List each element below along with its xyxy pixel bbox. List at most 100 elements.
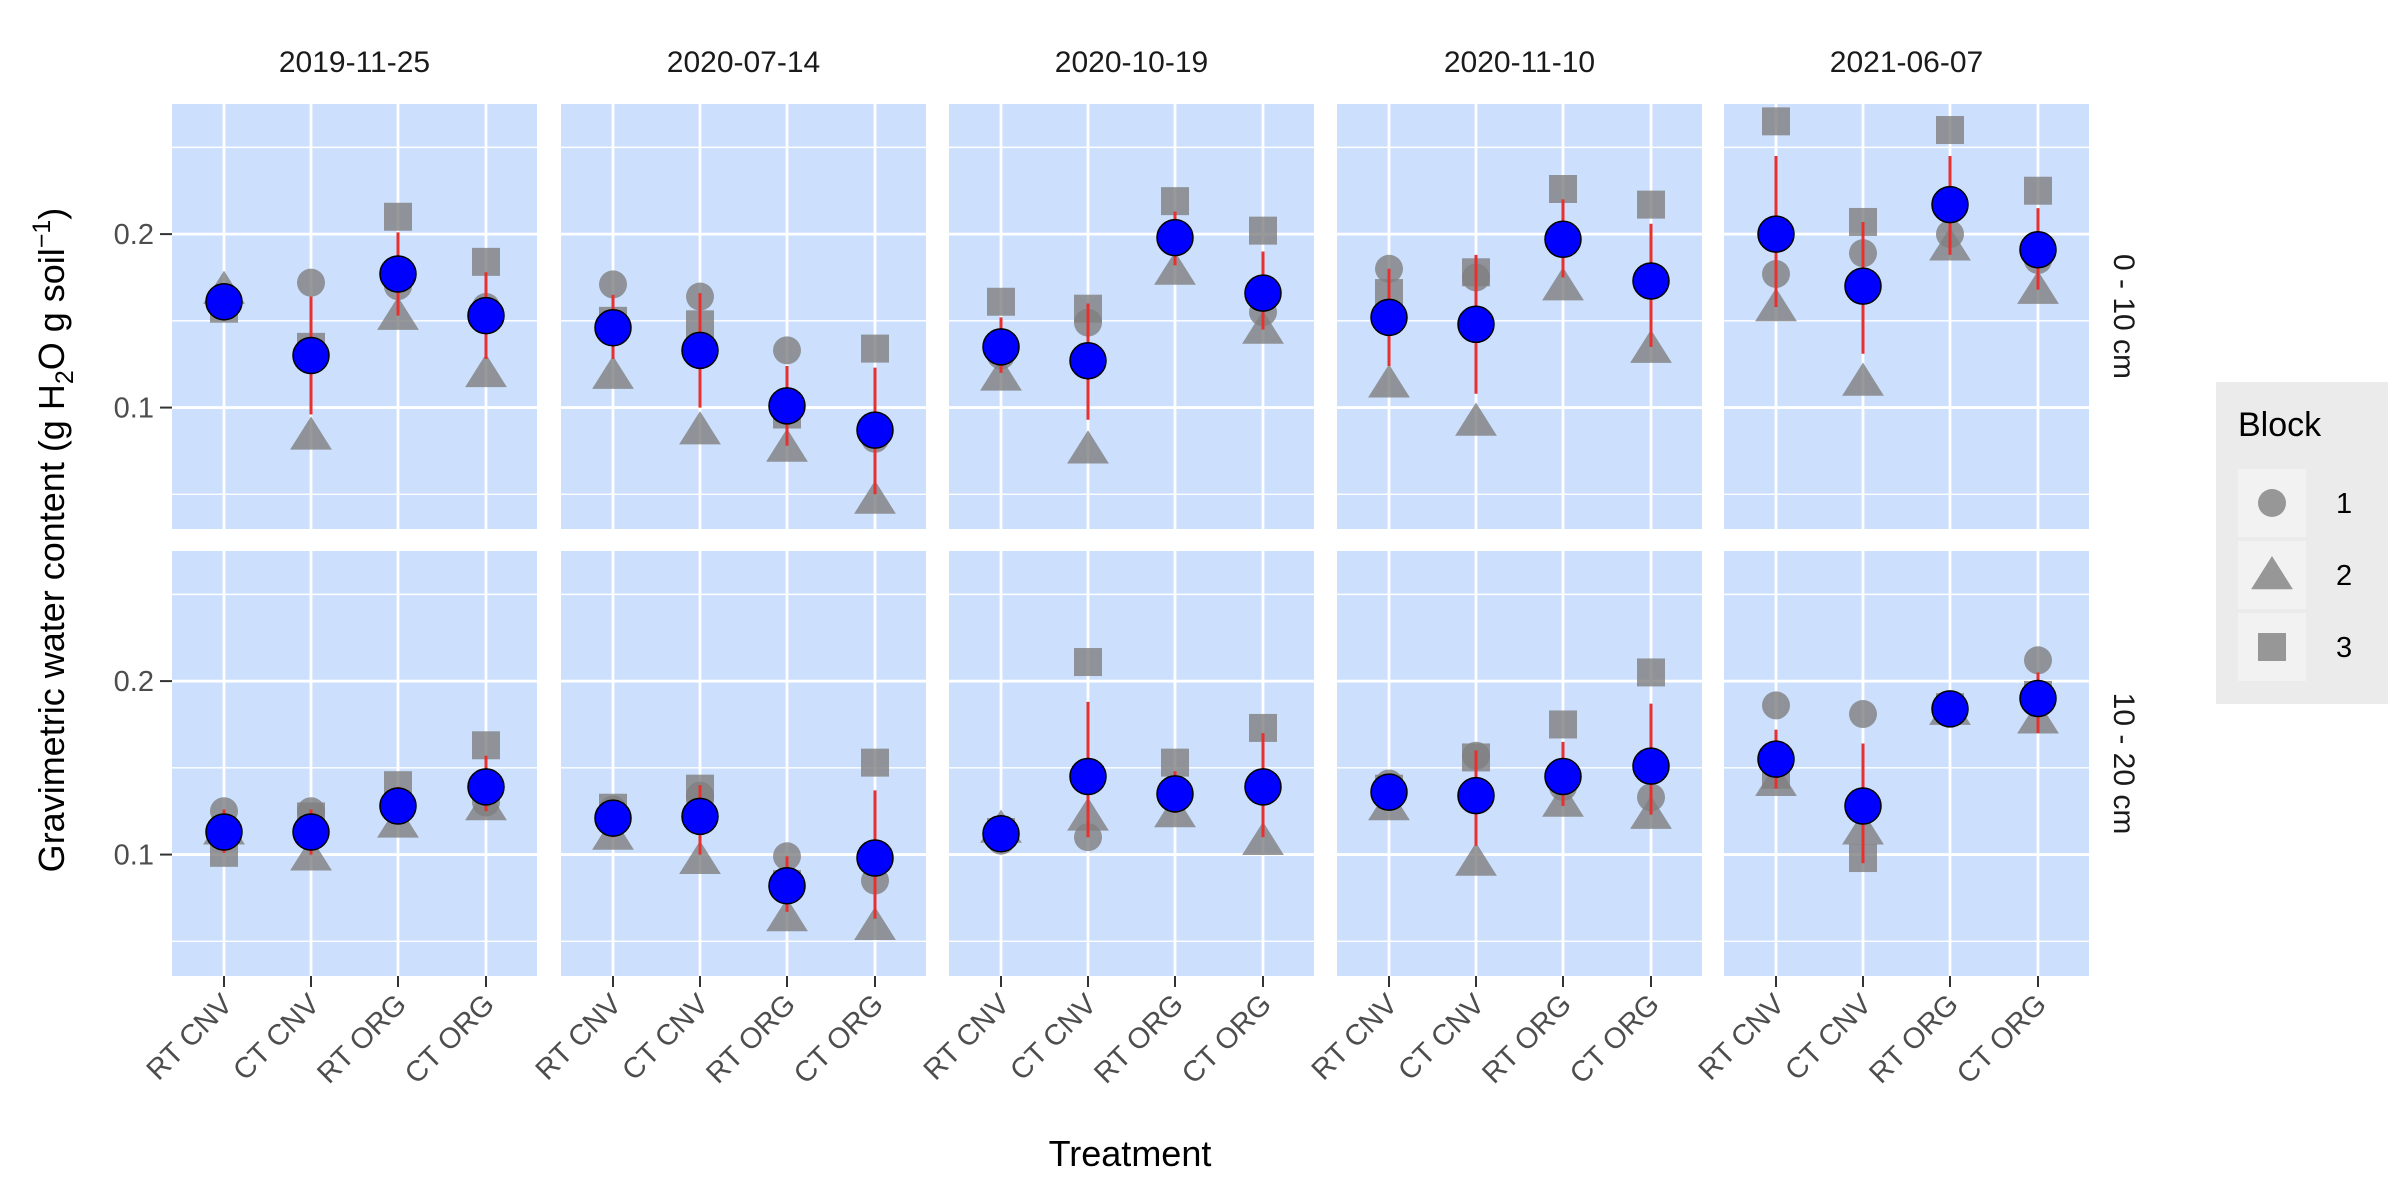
- x-tick-label: CT CNV: [616, 988, 715, 1087]
- x-tick-label: CT CNV: [227, 988, 326, 1087]
- treatment-group: [377, 202, 419, 330]
- legend-title: Block: [2238, 406, 2322, 444]
- date-strip-label: 2020-07-14: [667, 46, 820, 79]
- x-tick-label: RT CNV: [530, 988, 629, 1087]
- block-point: [854, 906, 896, 940]
- panel: [1724, 551, 2089, 976]
- block-point: [472, 247, 500, 276]
- mean-point: [1931, 690, 1969, 728]
- x-tick-label: CT CNV: [1004, 988, 1103, 1087]
- mean-point: [1457, 776, 1495, 815]
- treatment-group: [1929, 116, 1971, 261]
- treatment-group: [1455, 254, 1497, 436]
- legend-entry: 2: [2238, 541, 2352, 609]
- block-point: [1368, 364, 1410, 398]
- legend-symbol: [2251, 556, 2293, 590]
- block-point: [1074, 648, 1102, 677]
- treatment-group: [1755, 691, 1797, 796]
- block-point: [1161, 187, 1189, 216]
- block-point: [1067, 430, 1109, 464]
- block-point: [1154, 251, 1196, 285]
- treatment-group: [1542, 710, 1584, 817]
- block-point: [679, 840, 721, 875]
- treatment-group: [1630, 658, 1672, 829]
- panel: [1724, 104, 2089, 529]
- legend-label: 2: [2336, 560, 2352, 592]
- mean-point: [467, 768, 505, 806]
- block-point: [987, 287, 1015, 316]
- treatment-group: [465, 247, 507, 388]
- date-strip-labels: 2019-11-25 2020-07-14 2020-10-19 2020-11-10…: [279, 46, 1983, 79]
- block-point: [773, 336, 801, 365]
- block-point: [854, 480, 896, 514]
- block-point: [472, 731, 500, 760]
- block-point: [1849, 700, 1877, 729]
- legend-items: 1 2 3: [2238, 469, 2352, 681]
- mean-point: [1632, 747, 1670, 785]
- block-point: [679, 411, 721, 445]
- treatment-group: [679, 282, 721, 445]
- block-point: [1542, 267, 1584, 301]
- treatment-group: [980, 287, 1022, 391]
- mean-point: [1156, 218, 1194, 257]
- mean-point: [379, 787, 417, 825]
- panel: [949, 551, 1314, 976]
- treatment-group: [980, 809, 1022, 855]
- panel: [949, 104, 1314, 529]
- mean-point: [1757, 740, 1795, 778]
- treatment-group: [854, 334, 896, 514]
- y-axis-title-part-2: O g soil: [31, 248, 72, 370]
- treatment-group: [2017, 646, 2059, 734]
- x-axis-title: Treatment: [1049, 1133, 1212, 1174]
- treatment-group: [854, 748, 896, 940]
- mean-point: [1244, 768, 1282, 806]
- panels-layer: [172, 104, 2089, 976]
- y-tick-label: 0.2: [114, 666, 154, 698]
- mean-point: [1069, 341, 1107, 380]
- mean-point: [856, 839, 894, 877]
- x-tick-label: RT CNV: [141, 988, 240, 1087]
- mean-point: [292, 813, 330, 851]
- mean-point: [768, 387, 806, 425]
- panel: [1337, 104, 1702, 529]
- block-point: [861, 334, 889, 363]
- block-point: [861, 748, 889, 777]
- x-tick-label: RT ORG: [311, 988, 413, 1090]
- treatment-group: [1542, 175, 1584, 301]
- treatment-group: [592, 270, 634, 389]
- legend-entry: 1: [2238, 469, 2352, 537]
- panel: [561, 104, 926, 529]
- block-point: [1842, 362, 1884, 396]
- legend-symbol: [2258, 633, 2286, 661]
- panel: [172, 551, 537, 976]
- treatment-group: [203, 270, 245, 323]
- mean-point: [856, 411, 894, 449]
- date-strip-label: 2021-06-07: [1830, 46, 1983, 79]
- treatment-group: [1067, 294, 1109, 464]
- mean-point: [2019, 230, 2057, 269]
- treatment-group: [1154, 187, 1196, 285]
- mean-point: [681, 331, 719, 370]
- x-tick-label: RT ORG: [1476, 988, 1578, 1090]
- panel-background: [172, 551, 537, 976]
- treatment-group: [1242, 216, 1284, 344]
- x-tick-label: CT ORG: [1951, 988, 2053, 1090]
- mean-point: [2019, 679, 2057, 718]
- block-point: [1762, 107, 1790, 136]
- mean-point: [1931, 185, 1969, 224]
- mean-point: [1544, 220, 1582, 259]
- block-point: [2024, 176, 2052, 205]
- x-tick-label: RT CNV: [918, 988, 1017, 1087]
- mean-point: [982, 328, 1020, 366]
- block-point: [599, 270, 627, 299]
- block-point: [1549, 175, 1577, 203]
- mean-point: [1632, 262, 1670, 300]
- treatment-group: [1368, 254, 1410, 398]
- x-tick-label: RT CNV: [1693, 988, 1792, 1087]
- block-point: [1249, 216, 1277, 245]
- block-point: [1242, 821, 1284, 855]
- mean-point: [1844, 787, 1882, 825]
- block-point: [1936, 116, 1964, 145]
- y-axis-title: Gravimetric water content (g H2O g soil−…: [28, 208, 79, 873]
